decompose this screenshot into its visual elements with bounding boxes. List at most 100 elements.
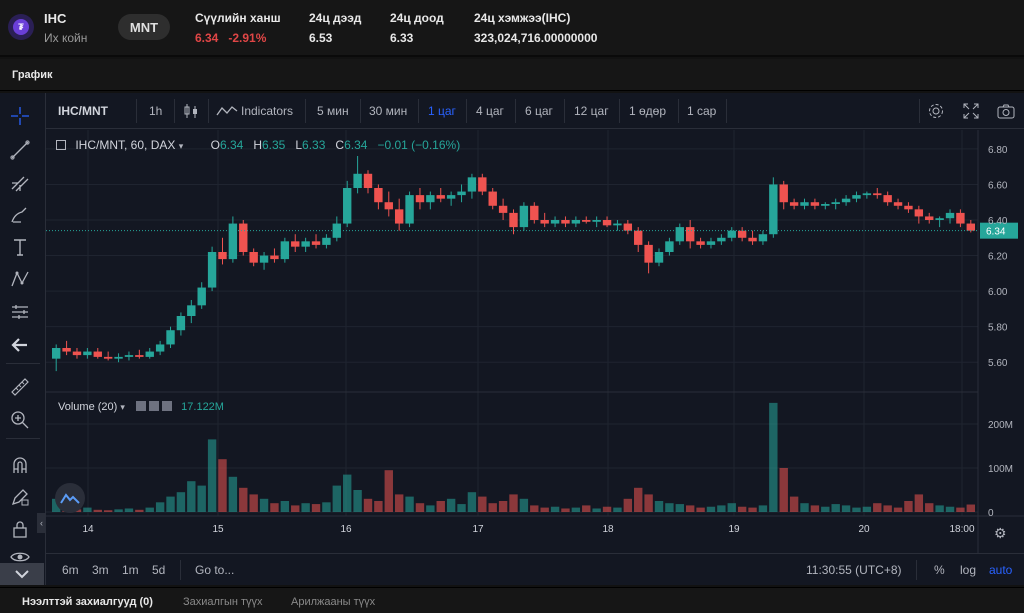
percent-scale-toggle[interactable]: % xyxy=(934,562,945,577)
high-stat: 24ц дээд 6.53 xyxy=(309,11,361,45)
brush-icon[interactable] xyxy=(8,203,32,227)
candle-body xyxy=(124,355,134,357)
candle-body xyxy=(135,355,144,357)
screenshot-camera-icon[interactable] xyxy=(996,93,1016,129)
hide-eye-icon[interactable] xyxy=(135,401,146,411)
volume-bar xyxy=(665,503,674,512)
timeframe-5min[interactable]: 5 мин xyxy=(317,104,349,118)
settings-gear-icon[interactable] xyxy=(927,93,945,129)
log-scale-toggle[interactable]: log xyxy=(960,562,977,577)
price-change-value: -2.91% xyxy=(228,31,267,45)
time-tick-label: 18 xyxy=(602,524,614,535)
chart-widget: ‹ IHC/MNT 1h Indicators 5 мин 30 мин 1 ц… xyxy=(0,93,1024,585)
lock-icon[interactable] xyxy=(8,517,32,541)
candle-body xyxy=(280,241,290,260)
fullscreen-icon[interactable] xyxy=(962,93,980,129)
coin-logo: ₮ xyxy=(8,14,34,40)
volume-bar xyxy=(311,504,321,512)
legend-close: 6.34 xyxy=(344,138,368,152)
pattern-tool-icon[interactable] xyxy=(8,267,32,291)
indicators-button[interactable]: Indicators xyxy=(216,93,293,129)
back-arrow-icon[interactable] xyxy=(8,333,32,357)
indicators-label: Indicators xyxy=(241,104,294,118)
timeframe-1h[interactable]: 1 цаг xyxy=(428,104,456,118)
volume-bar xyxy=(197,485,206,512)
tradingview-logo-icon[interactable] xyxy=(55,483,85,513)
range-5d[interactable]: 5d xyxy=(152,562,166,577)
volume-bar xyxy=(613,507,622,512)
timeframe-6h[interactable]: 6 цаг xyxy=(525,104,553,118)
price-chart[interactable]: 6.34 6.80 6.60 6.40 6.20 6.00 5.80 5.60 200M 100… xyxy=(46,130,1024,553)
candle-body xyxy=(166,330,175,345)
candle-body xyxy=(966,223,975,231)
volume-bar xyxy=(291,505,300,512)
timeframe-12h[interactable]: 12 цаг xyxy=(574,104,609,118)
range-6m[interactable]: 6m xyxy=(62,562,79,577)
volume-bar xyxy=(883,505,892,512)
last-price-label: Сүүлийн ханш xyxy=(195,11,281,25)
candle-body xyxy=(685,227,695,242)
last-price-stat: Сүүлийн ханш 6.34 -2.91% xyxy=(195,11,281,45)
candle-body xyxy=(353,173,362,188)
tab-order-history[interactable]: Захиалгын түүх xyxy=(183,596,263,608)
volume-bar xyxy=(727,503,736,512)
symbol-search-button[interactable]: IHC/MNT xyxy=(58,104,108,118)
magnet-icon[interactable] xyxy=(8,453,32,477)
chart-type-candles-icon[interactable] xyxy=(183,93,199,129)
prediction-tool-icon[interactable] xyxy=(8,300,32,324)
candle-body xyxy=(145,351,154,357)
candle-body xyxy=(374,188,383,203)
indicator-settings-icon[interactable] xyxy=(149,401,160,411)
volume-tick-label: 0 xyxy=(988,508,994,519)
volume-bar xyxy=(706,506,716,512)
quote-currency-selector[interactable]: MNT xyxy=(118,14,170,40)
trend-line-icon[interactable] xyxy=(8,138,32,162)
tab-open-orders[interactable]: Нээлттэй захиалгууд (0) xyxy=(22,596,153,608)
candle-body xyxy=(623,223,633,231)
candle-body xyxy=(384,202,393,210)
collapse-toolbar-button[interactable] xyxy=(0,563,44,585)
crosshair-icon[interactable] xyxy=(8,104,32,128)
volume-bar xyxy=(841,505,851,512)
candle-body xyxy=(769,184,778,235)
toolbar-toggle-chevron-icon[interactable]: ‹ xyxy=(37,513,46,533)
tab-trade-history[interactable]: Арилжааны түүх xyxy=(291,596,376,608)
volume-bar xyxy=(914,494,924,512)
candle-body xyxy=(789,202,799,206)
time-tick-label: 19 xyxy=(728,524,740,535)
price-tick-label: 6.60 xyxy=(988,180,1008,191)
range-1m[interactable]: 1m xyxy=(122,562,139,577)
ruler-icon[interactable] xyxy=(8,375,32,399)
collapse-legend-icon[interactable] xyxy=(56,140,66,150)
goto-date-button[interactable]: Go to... xyxy=(195,562,235,577)
candle-body xyxy=(103,356,113,359)
timeframe-30min[interactable]: 30 мин xyxy=(369,104,408,118)
volume-bar xyxy=(945,506,955,512)
auto-scale-toggle[interactable]: auto xyxy=(989,562,1013,577)
legend-symbol[interactable]: IHC/MNT, 60, DAX xyxy=(75,138,176,152)
timeframe-1d[interactable]: 1 өдөр xyxy=(629,104,667,118)
volume-indicator-label[interactable]: Volume (20) xyxy=(58,401,118,413)
candle-body xyxy=(519,205,529,228)
volume-bar xyxy=(519,498,529,512)
volume-bar xyxy=(779,468,788,512)
volume-tick-label: 100M xyxy=(988,464,1013,475)
volume-bar xyxy=(675,504,684,512)
timezone-clock[interactable]: 11:30:55 (UTC+8) xyxy=(806,562,902,577)
volume-stat: 24ц хэмжээ(IHC) 323,024,716.00000000 xyxy=(474,11,597,45)
fib-tool-icon[interactable] xyxy=(8,171,32,195)
remove-indicator-icon[interactable] xyxy=(162,401,173,411)
range-3m[interactable]: 3m xyxy=(92,562,109,577)
timeframe-4h[interactable]: 4 цаг xyxy=(476,104,504,118)
timeframe-1m[interactable]: 1 сар xyxy=(687,104,717,118)
zoom-in-icon[interactable] xyxy=(8,408,32,432)
pencil-lock-icon[interactable] xyxy=(8,485,32,509)
interval-button[interactable]: 1h xyxy=(149,104,163,118)
candle-body xyxy=(114,356,123,359)
volume-bar xyxy=(384,470,393,512)
candle-body xyxy=(363,173,373,188)
low-value: 6.33 xyxy=(390,31,414,45)
volume-bar xyxy=(925,503,934,512)
eye-icon[interactable] xyxy=(8,545,32,569)
text-tool-icon[interactable] xyxy=(8,235,32,259)
